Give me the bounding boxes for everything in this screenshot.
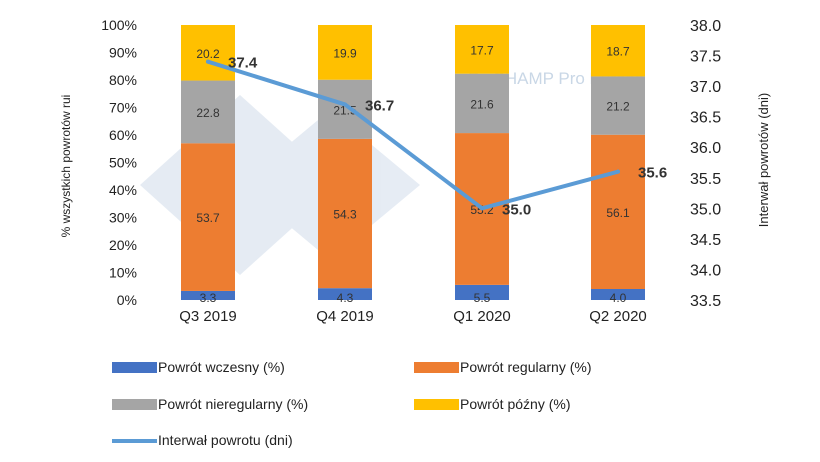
segment-value-label: 4.0 [610,291,627,305]
y-right-tick-label: 38.0 [690,18,721,35]
segment-value-label: 56.1 [606,206,630,220]
bar-segment [181,290,235,300]
y-left-tick-label: 20% [109,237,137,253]
x-tick-label: Q2 2020 [589,308,647,325]
segment-value-label: 20.2 [196,47,220,61]
legend-swatch [112,362,157,373]
segment-value-label: 18.7 [606,45,630,59]
legend-swatch [414,399,459,410]
line-value-label: 35.6 [638,165,667,182]
y-right-tick-label: 34.5 [690,232,721,249]
bar-segment [591,289,645,300]
bar-segment [318,288,372,300]
y-right-tick-label: 37.0 [690,79,721,96]
interval-line [206,59,620,211]
y-right-tick-label: 34.0 [690,262,721,279]
y-right-axis-title: Interwał powrotów (dni) [756,93,771,227]
legend-label: Powrót późny (%) [460,396,570,412]
y-left-tick-label: 0% [117,292,137,308]
line-series: 37.4 36.7 35.0 35.6 [206,55,667,218]
legend-label: Powrót wczesny (%) [158,359,285,375]
bar-segment [591,25,645,77]
y-left-tick-label: 30% [109,210,137,226]
y-left-tick-label: 100% [101,17,137,33]
bar-segment [455,25,509,74]
y-right-tick-label: 36.5 [690,110,721,127]
x-axis: Q3 2019 Q4 2019 Q1 2020 Q2 2020 [179,308,647,325]
segment-value-label: 21.2 [606,100,630,114]
bar-segment [318,25,372,80]
bar-segment [455,284,509,300]
bar-segment [181,143,235,291]
bar-segment [318,138,372,289]
interval-line-point [206,59,210,64]
y-right-tick-label: 37.5 [690,49,721,66]
segment-labels: 3.353.722.820.24.354.321.519.95.555.221.… [196,43,630,305]
segment-value-label: 4.3 [337,291,354,305]
y-right-tick-label: 35.0 [690,201,721,218]
legend-label: Powrót regularny (%) [460,359,592,375]
legend: Powrót wczesny (%) Powrót regularny (%) Po… [112,359,592,448]
segment-value-label: 22.8 [196,106,220,120]
segment-value-label: 3.3 [200,291,217,305]
legend-swatch [112,399,157,410]
segment-value-label: 19.9 [333,46,357,60]
bars [181,25,645,300]
legend-swatch [414,362,459,373]
y-right-tick-label: 36.0 [690,140,721,157]
segment-value-label: 21.6 [470,97,494,111]
bar-segment [318,79,372,139]
interval-line-point [343,102,347,107]
bar-segment [181,25,235,81]
y-right-tick-label: 33.5 [690,293,721,310]
y-left-tick-label: 70% [109,100,137,116]
legend-label: Powrót nieregularny (%) [158,396,308,412]
y-left-tick-label: 60% [109,127,137,143]
segment-value-label: 54.3 [333,208,357,222]
y-left-tick-label: 10% [109,265,137,281]
bar-segment [455,73,509,134]
y-left-tick-label: 40% [109,182,137,198]
x-tick-label: Q1 2020 [453,308,511,325]
interval-line-point [480,206,484,211]
y-right-axis: 33.5 34.0 34.5 35.0 35.5 36.0 36.5 37.0 37.5 38.0 [690,18,721,310]
y-left-tick-label: 80% [109,72,137,88]
y-right-tick-label: 35.5 [690,171,721,188]
segment-value-label: 53.7 [196,211,220,225]
y-left-axis-title: % wszystkich powrotów rui [59,95,73,238]
bar-segment [181,80,235,144]
y-left-axis: 0% 10% 20% 30% 40% 50% 60% 70% 80% 90% 100% [101,17,137,308]
segment-value-label: 17.7 [470,43,494,57]
line-value-label: 37.4 [228,55,258,72]
bar-segment [591,76,645,135]
x-tick-label: Q3 2019 [179,308,237,325]
y-left-tick-label: 90% [109,45,137,61]
interval-line-point [616,169,620,174]
bar-segment [591,134,645,289]
segment-value-label: 5.5 [474,291,491,305]
legend-label: Interwał powrotu (dni) [158,432,293,448]
line-value-label: 36.7 [365,97,394,114]
y-left-tick-label: 50% [109,155,137,171]
line-value-label: 35.0 [502,201,531,218]
x-tick-label: Q4 2019 [316,308,374,325]
